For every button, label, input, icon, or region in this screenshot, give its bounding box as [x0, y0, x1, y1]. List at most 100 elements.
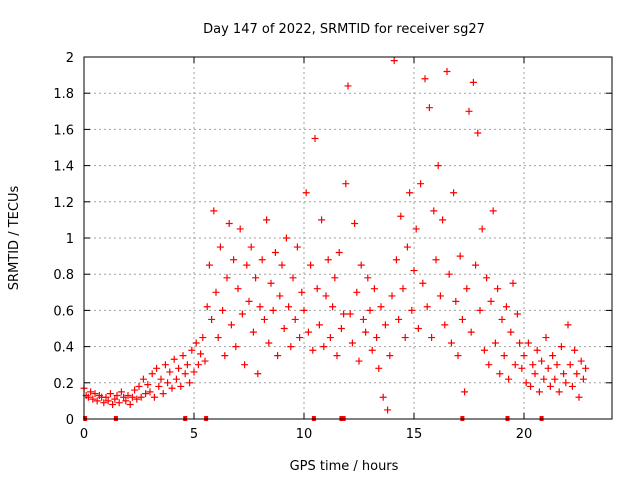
data-point [168, 384, 176, 392]
y-tick-label: 1.8 [53, 87, 74, 102]
data-point [441, 321, 449, 329]
data-point [289, 274, 297, 282]
data-point [137, 393, 145, 401]
data-point [307, 261, 315, 269]
data-point [386, 352, 394, 360]
data-point [256, 303, 264, 311]
data-point [355, 357, 363, 365]
data-point [260, 315, 268, 323]
data-point [232, 343, 240, 351]
data-point [139, 375, 147, 383]
data-point [579, 375, 587, 383]
x-tick-label: 10 [296, 427, 313, 442]
x-tick-label: 20 [516, 427, 533, 442]
data-point [146, 388, 154, 396]
data-point [445, 270, 453, 278]
data-point [421, 75, 429, 83]
data-point [84, 393, 92, 401]
data-point [401, 334, 409, 342]
data-point [91, 390, 99, 398]
data-point [315, 321, 323, 329]
data-point [208, 315, 216, 323]
y-tick-label: 0.4 [53, 341, 74, 356]
data-point [210, 207, 218, 215]
data-point [353, 288, 361, 296]
data-point [364, 274, 372, 282]
data-point [397, 212, 405, 220]
data-point [238, 310, 246, 318]
data-point [245, 297, 253, 305]
data-point [557, 343, 565, 351]
data-point [502, 303, 510, 311]
data-point [414, 325, 422, 332]
data-point [181, 370, 189, 378]
data-point [544, 364, 552, 372]
data-point [546, 382, 554, 390]
data-point [150, 393, 158, 401]
data-point [571, 346, 579, 354]
data-point [197, 350, 205, 358]
data-point [485, 361, 493, 369]
data-point [276, 292, 284, 300]
data-point [223, 274, 231, 282]
data-point [241, 361, 249, 369]
data-point [577, 357, 585, 365]
data-point [89, 395, 97, 403]
data-point [529, 361, 537, 369]
data-point [329, 303, 337, 311]
data-point [454, 352, 462, 360]
data-point [443, 67, 451, 75]
data-point [524, 339, 532, 347]
data-point [500, 352, 508, 360]
data-point [326, 334, 334, 342]
data-point [120, 393, 128, 401]
data-point [511, 361, 519, 369]
data-point [271, 248, 279, 256]
data-point [313, 285, 321, 293]
data-point [395, 315, 403, 323]
data-point [507, 328, 515, 336]
data-point [432, 256, 440, 264]
data-point [357, 261, 365, 269]
data-point [335, 248, 343, 256]
data-point [331, 274, 339, 282]
data-point [392, 256, 400, 264]
data-point [102, 393, 110, 401]
y-tick-label: 2 [66, 51, 74, 66]
data-point [219, 306, 227, 314]
data-point [408, 306, 416, 314]
data-point [293, 243, 301, 251]
data-point [381, 321, 389, 329]
data-point [172, 375, 180, 383]
data-point [533, 346, 541, 354]
data-point [417, 180, 425, 188]
data-point [346, 310, 354, 318]
data-point [553, 361, 561, 369]
data-point [190, 368, 198, 376]
data-point [201, 357, 209, 365]
data-point [538, 357, 546, 365]
data-point [373, 334, 381, 342]
data-point [144, 381, 152, 389]
data-point [480, 346, 488, 354]
data-point [366, 306, 374, 314]
data-point [269, 306, 277, 314]
data-point [531, 370, 539, 378]
data-point [159, 390, 167, 398]
x-tick-label: 0 [80, 427, 88, 442]
data-point [520, 352, 528, 360]
y-tick-label: 0.8 [53, 268, 74, 283]
data-point [375, 364, 383, 372]
data-point [560, 370, 568, 378]
data-point [126, 401, 134, 409]
data-point [575, 393, 583, 401]
data-point [406, 189, 414, 197]
data-point [298, 288, 306, 296]
data-point [221, 352, 229, 360]
data-point [456, 252, 464, 260]
data-point [192, 339, 200, 347]
data-point [333, 352, 341, 360]
chart-title: Day 147 of 2022, SRMTID for receiver sg2… [203, 22, 485, 37]
